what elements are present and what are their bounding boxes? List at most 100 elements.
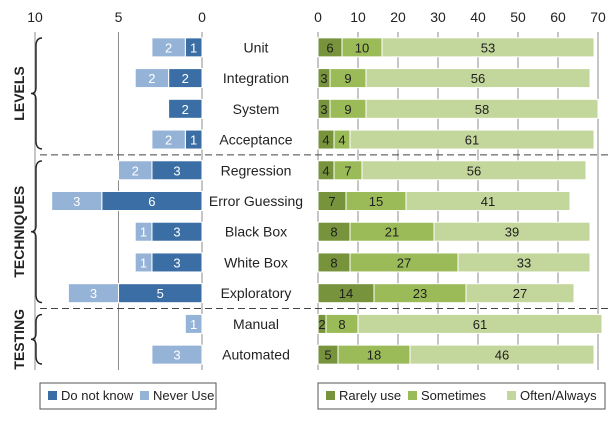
category-label-regression: Regression (221, 162, 292, 178)
data-label-do-not-know-integration: 2 (182, 71, 189, 86)
data-label-often-always-black-box: 39 (505, 225, 519, 240)
bar-never-use-error-guessing (51, 191, 103, 211)
data-label-do-not-know-system: 2 (182, 102, 189, 117)
data-label-never-use-white-box: 1 (140, 255, 147, 270)
category-labels: Unit Integration System Acceptance Regressio… (209, 39, 303, 362)
left-axis-ticks: 10 5 0 (27, 9, 206, 25)
right-tick-label: 30 (430, 9, 446, 25)
right-legend-box (317, 382, 606, 410)
data-label-rarely-use-manual: 2 (318, 317, 325, 332)
right-tick-label: 60 (550, 9, 566, 25)
bar-often-always-system (365, 98, 599, 119)
data-label-rarely-use-black-box: 8 (330, 225, 337, 240)
data-label-often-always-unit: 53 (481, 40, 495, 55)
bar-never-use-integration (134, 68, 170, 89)
data-label-rarely-use-integration: 3 (320, 71, 327, 86)
bar-never-use-white-box (134, 252, 153, 273)
legend-swatch-often-always (507, 391, 516, 400)
data-label-do-not-know-error-guessing: 6 (148, 194, 155, 209)
legend-label-sometimes: Sometimes (421, 388, 487, 403)
data-label-rarely-use-regression: 4 (322, 163, 329, 178)
data-label-often-always-exploratory: 27 (513, 286, 527, 301)
data-label-sometimes-white-box: 27 (397, 255, 411, 270)
bar-often-always-white-box (457, 252, 591, 273)
data-label-never-use-error-guessing: 3 (73, 194, 80, 209)
bar-never-use-unit (151, 37, 186, 58)
group-bracket-levels (30, 37, 43, 150)
legend-swatch-do-not-know (48, 391, 57, 400)
data-label-often-always-system: 58 (475, 102, 489, 117)
data-label-never-use-manual: 1 (190, 317, 197, 332)
group-label-levels: LEVELS (11, 66, 27, 120)
data-label-often-always-white-box: 33 (517, 255, 531, 270)
data-label-never-use-exploratory: 3 (90, 286, 97, 301)
bar-often-always-exploratory (465, 283, 575, 304)
bar-never-use-black-box (134, 221, 153, 242)
category-label-error-guessing: Error Guessing (209, 193, 303, 209)
data-label-never-use-unit: 2 (165, 40, 172, 55)
data-label-never-use-acceptance: 2 (165, 133, 172, 148)
left-legend: Do not know Never Use (39, 382, 217, 410)
data-label-sometimes-system: 9 (344, 102, 351, 117)
group-labels: LEVELS TECHNIQUES TESTING (11, 37, 612, 370)
data-label-do-not-know-white-box: 3 (173, 255, 180, 270)
left-legend-box (39, 382, 217, 410)
data-label-sometimes-error-guessing: 15 (369, 194, 383, 209)
data-label-sometimes-automated: 18 (367, 348, 381, 363)
data-label-do-not-know-unit: 1 (190, 40, 197, 55)
data-label-often-always-acceptance: 61 (465, 133, 479, 148)
right-axis-ticks: 0 10 20 30 40 50 60 70 (314, 9, 606, 25)
data-label-rarely-use-acceptance: 4 (322, 133, 329, 148)
data-label-sometimes-regression: 7 (344, 163, 351, 178)
legend-label-rarely-use: Rarely use (339, 388, 401, 403)
bar-do-not-know-system (168, 98, 203, 119)
category-label-acceptance: Acceptance (219, 132, 292, 148)
data-label-rarely-use-system: 3 (320, 102, 327, 117)
data-label-sometimes-manual: 8 (338, 317, 345, 332)
data-label-do-not-know-exploratory: 5 (157, 286, 164, 301)
category-label-system: System (233, 101, 280, 117)
bar-often-always-regression (361, 160, 587, 181)
data-label-sometimes-exploratory: 23 (413, 286, 427, 301)
group-label-techniques: TECHNIQUES (11, 186, 27, 278)
right-tick-label: 70 (590, 9, 606, 25)
bar-never-use-exploratory (67, 283, 119, 304)
legend-swatch-sometimes (408, 391, 417, 400)
right-tick-label: 50 (510, 9, 526, 25)
right-tick-label: 40 (470, 9, 486, 25)
category-label-unit: Unit (244, 39, 269, 55)
bar-never-use-regression (118, 160, 153, 181)
bar-often-always-automated (409, 344, 595, 365)
category-label-automated: Automated (222, 347, 290, 363)
category-label-white-box: White Box (224, 254, 288, 270)
data-label-never-use-integration: 2 (148, 71, 155, 86)
data-label-never-use-black-box: 1 (140, 225, 147, 240)
data-label-sometimes-unit: 10 (355, 40, 369, 55)
data-label-sometimes-acceptance: 4 (338, 133, 345, 148)
right-tick-label: 10 (350, 9, 366, 25)
legend-label-do-not-know: Do not know (61, 388, 134, 403)
category-label-integration: Integration (223, 70, 289, 86)
left-tick-label: 0 (198, 9, 206, 25)
data-label-do-not-know-acceptance: 1 (190, 133, 197, 148)
data-label-never-use-automated: 3 (173, 348, 180, 363)
data-label-rarely-use-exploratory: 14 (339, 286, 353, 301)
data-label-often-always-error-guessing: 41 (481, 194, 495, 209)
category-label-exploratory: Exploratory (221, 285, 292, 301)
category-label-manual: Manual (233, 316, 279, 332)
legend-swatch-never-use (140, 391, 149, 400)
data-label-never-use-regression: 2 (132, 163, 139, 178)
legend-label-often-always: Often/Always (520, 388, 597, 403)
bar-often-always-integration (365, 68, 591, 89)
data-label-often-always-manual: 61 (473, 317, 487, 332)
bar-never-use-manual (184, 313, 203, 334)
legend-swatch-rarely-use (326, 391, 335, 400)
right-tick-label: 0 (314, 9, 322, 25)
data-label-rarely-use-unit: 6 (326, 40, 333, 55)
bar-often-always-error-guessing (405, 191, 571, 211)
legend-label-never-use: Never Use (153, 388, 214, 403)
legends: Do not know Never Use Rarely use Sometimes O… (39, 382, 606, 410)
